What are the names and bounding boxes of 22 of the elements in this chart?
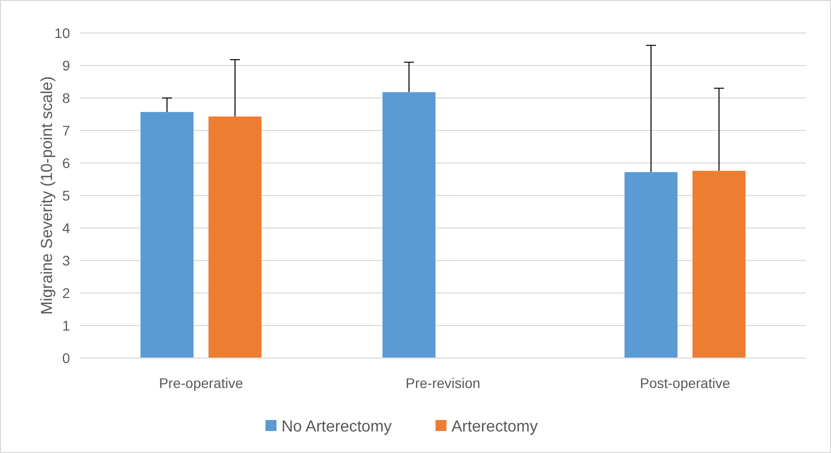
y-tick-label: 0 (62, 350, 70, 366)
bar (382, 92, 436, 358)
y-tick-label: 7 (62, 122, 70, 138)
x-tick-label: Pre-revision (406, 375, 480, 391)
y-axis-title: Migraine Severity (10-point scale) (39, 76, 56, 315)
bar (692, 170, 746, 358)
y-tick-label: 8 (62, 90, 70, 106)
y-tick-label: 6 (62, 154, 70, 171)
bar (624, 172, 678, 358)
legend-label: Arterectomy (452, 418, 538, 436)
y-tick-label: 9 (62, 57, 70, 74)
y-tick-label: 3 (62, 252, 70, 268)
y-tick-label: 1 (62, 317, 70, 334)
y-tick-label: 10 (54, 24, 70, 41)
legend-label: No Arterectomy (282, 418, 392, 436)
y-tick-label: 4 (62, 220, 70, 236)
x-tick-label: Pre-operative (158, 375, 244, 391)
y-tick-label: 5 (62, 187, 70, 204)
bar (208, 116, 262, 358)
bar (140, 112, 194, 358)
x-tick-label: Post-operative (640, 375, 730, 391)
y-tick-label: 2 (62, 284, 70, 301)
